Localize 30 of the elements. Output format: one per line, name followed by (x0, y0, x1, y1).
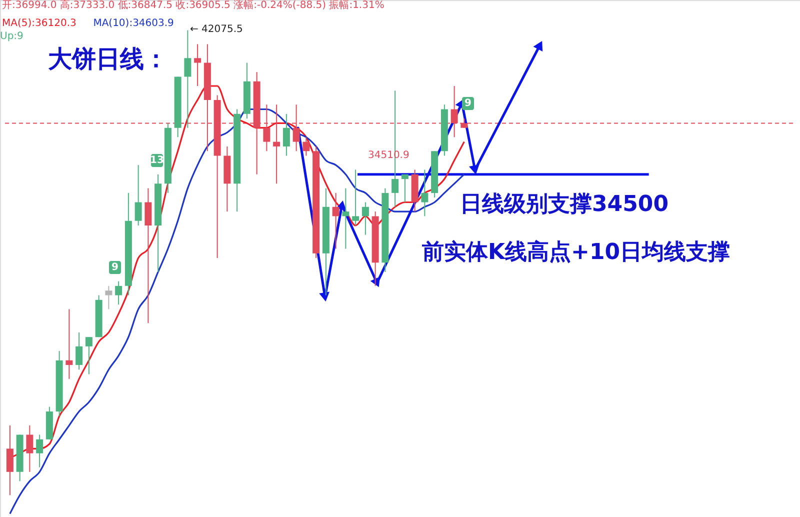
candlestick (6, 424, 14, 496)
candlestick (36, 434, 44, 468)
candlestick (85, 336, 92, 375)
candlestick (282, 113, 290, 156)
candlestick (421, 169, 428, 217)
candlestick (302, 136, 310, 156)
annotation: Up:9 (0, 31, 24, 42)
annotation: 13 (150, 155, 164, 166)
candlestick (26, 424, 34, 472)
text: MA(10):34603.9 (93, 18, 174, 29)
candlestick (144, 188, 152, 324)
candlestick (401, 174, 408, 203)
candlestick (362, 202, 369, 236)
candlestick (66, 308, 73, 380)
annotation: 前实体K线高点+10日均线支撑 (421, 239, 730, 265)
candlestick (105, 285, 112, 310)
annotation: 日线级别支撑34500 (460, 192, 669, 217)
annotation: 9 (112, 262, 119, 273)
candlestick (332, 192, 340, 250)
annotation: ← 42075.5 (190, 24, 243, 35)
candlestick (115, 280, 122, 306)
candlestick (76, 332, 83, 370)
candlestick (194, 44, 202, 87)
text: MA(5):36120.3 (2, 18, 76, 29)
text: 大饼日线： (48, 45, 168, 73)
candlestick (342, 188, 350, 250)
annotation: 9 (464, 98, 472, 109)
candlestick (352, 169, 360, 226)
candlestick (184, 30, 192, 128)
candlestick (134, 164, 142, 226)
